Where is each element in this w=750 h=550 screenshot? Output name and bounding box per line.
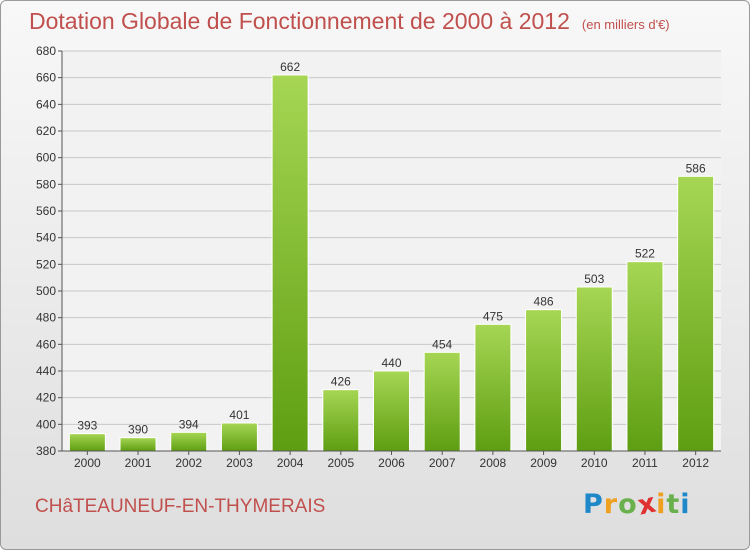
x-tick-label: 2007 [429,456,456,470]
y-tick-label: 680 [36,44,56,58]
y-tick-label: 420 [36,391,56,405]
x-tick-label: 2000 [74,456,101,470]
y-tick-label: 640 [36,97,56,111]
y-tick-label: 660 [36,71,56,85]
bar-2010 [575,286,613,452]
x-tick-label: 2004 [277,456,304,470]
logo-letter: i [680,489,691,520]
data-label: 522 [635,247,655,261]
bar-2007 [423,351,461,452]
logo-letter: P [583,489,604,520]
data-label: 440 [381,356,401,370]
bar-2004 [271,74,309,452]
y-tick-label: 580 [36,177,56,191]
y-tick-label: 600 [36,151,56,165]
bar-2000 [68,433,106,452]
y-tick-label: 620 [36,124,56,138]
y-tick-label: 460 [36,337,56,351]
data-label: 426 [331,375,351,389]
data-label: 393 [77,419,97,433]
bars: 393 390 394 401 662 426 440 454 475 486 503 522 586 [68,60,715,452]
data-label: 401 [229,408,249,422]
y-tick-label: 540 [36,231,56,245]
y-tick-label: 480 [36,311,56,325]
data-label: 662 [280,60,300,74]
data-label: 486 [534,295,554,309]
x-tick-label: 2005 [327,456,354,470]
y-tick-label: 400 [36,417,56,431]
x-tick-label: 2003 [226,456,253,470]
bar-2006 [373,370,410,452]
bar-chart: 393 390 394401662426440454475486503522586 … [36,44,721,470]
proxiti-logo: Proxiti [583,487,691,521]
bar-2011 [626,261,664,452]
x-tick-label: 2009 [530,456,557,470]
bar-2009 [525,309,563,452]
bar-2012 [677,175,715,452]
logo-letter: r [603,489,619,520]
bar-2005 [322,389,360,452]
y-tick-label: 440 [36,364,56,378]
x-tick-label: 2010 [581,456,608,470]
axes: 380 400 420 440 460 480 500 520 540 560 580 600 620 6… [36,44,721,470]
x-tick-label: 2002 [175,456,202,470]
bar-2001 [119,437,157,452]
logo-letter: o [618,489,638,520]
bar-2002 [170,431,208,452]
y-tick-label: 380 [36,444,56,458]
x-tick-label: 2006 [378,456,405,470]
data-label: 454 [432,337,452,351]
data-label: 503 [584,272,604,286]
x-tick-label: 2001 [125,456,152,470]
y-tick-label: 500 [36,284,56,298]
title-text: Dotation Globale de Fonctionnement de 20… [29,8,570,34]
logo-letter: i [656,489,667,520]
commune-name: CHâTEAUNEUF-EN-THYMERAIS [35,496,326,517]
x-tick-label: 2008 [480,456,507,470]
y-tick-label: 560 [36,204,56,218]
bar-2003 [220,422,258,452]
data-label: 394 [179,417,199,431]
logo-letter: t [666,489,681,520]
chart-subtitle: (en milliers d'€) [581,17,670,32]
x-tick-label: 2012 [682,456,709,470]
data-label: 390 [128,423,148,437]
data-label: 586 [686,161,706,175]
bar-2008 [474,323,512,452]
chart-title: Dotation Globale de Fonctionnement de 20… [29,8,670,35]
x-tick-label: 2011 [632,456,658,470]
y-tick-label: 520 [36,257,56,271]
data-label: 475 [483,309,503,323]
